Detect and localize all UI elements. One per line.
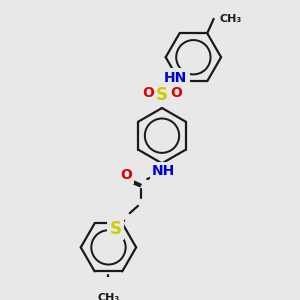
- Text: O: O: [170, 86, 182, 100]
- Text: S: S: [110, 220, 122, 238]
- Text: O: O: [142, 86, 154, 100]
- Text: HN: HN: [164, 70, 188, 85]
- Text: O: O: [120, 168, 132, 182]
- Text: CH₃: CH₃: [97, 292, 120, 300]
- Text: NH: NH: [152, 164, 175, 178]
- Text: CH₃: CH₃: [219, 14, 242, 24]
- Text: S: S: [156, 86, 168, 104]
